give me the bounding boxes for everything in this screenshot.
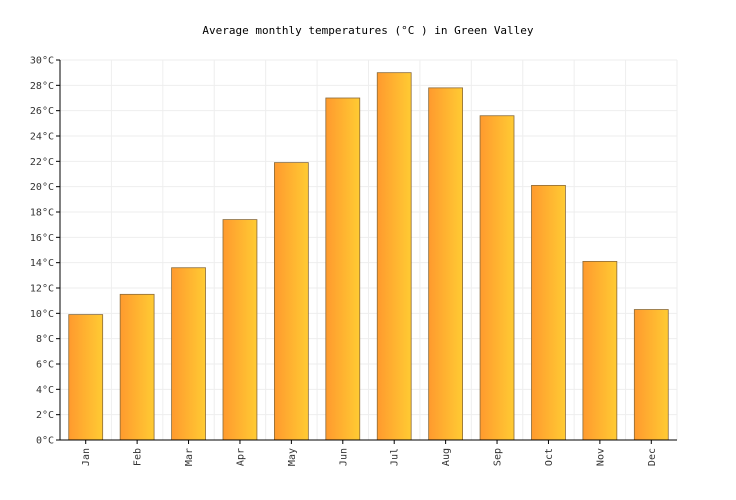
y-tick-label: 30°C [30,56,54,67]
bar-oct [531,184,566,441]
x-tick-label-nov: Nov [595,448,606,466]
bar-feb [119,293,155,441]
y-tick-label: 24°C [30,132,54,143]
y-tick-label: 6°C [36,360,54,371]
y-axis-ticks: 0°C 2°C 4°C 6°C 8°C 10°C 12°C 14°C 16°C 18°C 20°C 2… [30,56,60,447]
bar-sep [479,115,515,441]
y-tick-label: 2°C [36,410,54,421]
bar-jun [325,97,361,441]
x-tick-label-aug: Aug [441,448,452,466]
y-tick-label: 10°C [30,309,54,320]
y-tick-label: 26°C [30,106,54,117]
bar-may [274,162,309,441]
x-tick-label-jul: Jul [390,448,401,466]
grid [59,59,678,441]
y-tick-label: 20°C [30,182,54,193]
y-tick-label: 28°C [30,81,54,92]
x-tick-label-jun: Jun [338,448,349,466]
x-tick-label-jan: Jan [81,448,92,466]
x-tick-label-dec: Dec [647,448,658,466]
y-tick-label: 4°C [36,385,54,396]
x-tick-label-apr: Apr [235,448,246,466]
bar-apr [222,219,258,441]
bar-nov [582,260,618,441]
x-tick-label-may: May [287,448,298,466]
y-tick-label: 12°C [30,284,54,295]
bar-jan [68,314,104,441]
chart-title: Average monthly temperatures (°C ) in Gr… [202,24,534,37]
bar-aug [428,87,463,441]
bars [68,72,669,441]
axes [59,60,677,441]
bar-dec [633,309,669,441]
x-tick-label-feb: Feb [133,448,144,466]
y-tick-label: 16°C [30,233,54,244]
x-tick-label-mar: Mar [184,448,195,466]
bar-jul [376,72,412,441]
bar-mar [171,267,206,441]
y-tick-label: 14°C [30,258,54,269]
y-tick-label: 8°C [36,334,54,345]
y-tick-label: 18°C [30,208,54,219]
x-tick-label-sep: Sep [493,448,504,466]
y-tick-label: 0°C [36,436,54,447]
y-tick-label: 22°C [30,157,54,168]
x-tick-label-oct: Oct [544,448,555,466]
x-axis-ticks: Jan Feb Mar Apr May Jun Jul Aug Sep Oct Nov Dec [81,440,658,466]
